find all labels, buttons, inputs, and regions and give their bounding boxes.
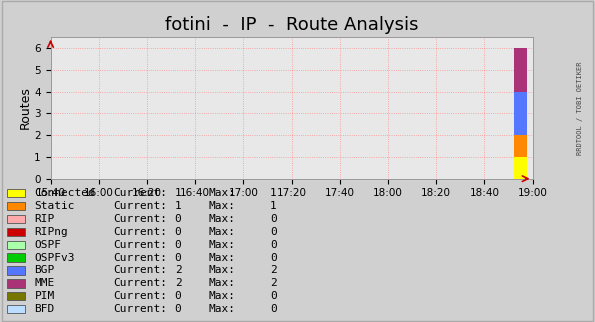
Text: Current:: Current: [113,188,167,198]
Text: Max:: Max: [208,227,235,237]
Text: Current:: Current: [113,214,167,224]
Text: 0: 0 [175,252,181,263]
Text: 0: 0 [175,291,181,301]
Text: Current:: Current: [113,227,167,237]
Text: 1: 1 [175,201,181,211]
Text: Current:: Current: [113,240,167,250]
Text: MME: MME [35,278,55,289]
Text: PIM: PIM [35,291,55,301]
Text: 0: 0 [175,240,181,250]
Text: 1: 1 [270,188,277,198]
Text: Max:: Max: [208,304,235,314]
Text: 0: 0 [270,291,277,301]
Text: 1: 1 [175,188,181,198]
Text: OSPF: OSPF [35,240,61,250]
Text: 2: 2 [270,278,277,289]
Bar [515,48,527,91]
Text: Max:: Max: [208,291,235,301]
Text: RIP: RIP [35,214,55,224]
Text: Max:: Max: [208,214,235,224]
Text: 0: 0 [270,304,277,314]
Text: Max:: Max: [208,265,235,276]
Bar [515,157,527,179]
Text: 0: 0 [175,214,181,224]
Text: BFD: BFD [35,304,55,314]
Text: Current:: Current: [113,304,167,314]
Text: Static: Static [35,201,75,211]
Text: 0: 0 [270,227,277,237]
Bar [515,135,527,157]
Bar [515,91,527,135]
Text: OSPFv3: OSPFv3 [35,252,75,263]
Text: 2: 2 [270,265,277,276]
Text: Current:: Current: [113,278,167,289]
Text: Max:: Max: [208,201,235,211]
Text: 0: 0 [270,240,277,250]
Text: 0: 0 [175,304,181,314]
Text: Max:: Max: [208,252,235,263]
Title: fotini  -  IP  -  Route Analysis: fotini - IP - Route Analysis [165,16,418,34]
Text: BGP: BGP [35,265,55,276]
Text: Max:: Max: [208,278,235,289]
Text: 0: 0 [270,252,277,263]
Text: RRDTOOL / TOBI OETIKER: RRDTOOL / TOBI OETIKER [577,61,583,155]
Text: Connected: Connected [35,188,95,198]
Text: Max:: Max: [208,188,235,198]
Text: 1: 1 [270,201,277,211]
Text: RIPng: RIPng [35,227,68,237]
Text: Current:: Current: [113,291,167,301]
Text: Current:: Current: [113,252,167,263]
Text: Max:: Max: [208,240,235,250]
Y-axis label: Routes: Routes [18,86,32,129]
Text: 0: 0 [175,227,181,237]
Text: 2: 2 [175,278,181,289]
Text: Current:: Current: [113,201,167,211]
Text: 0: 0 [270,214,277,224]
Text: Current:: Current: [113,265,167,276]
Text: 2: 2 [175,265,181,276]
